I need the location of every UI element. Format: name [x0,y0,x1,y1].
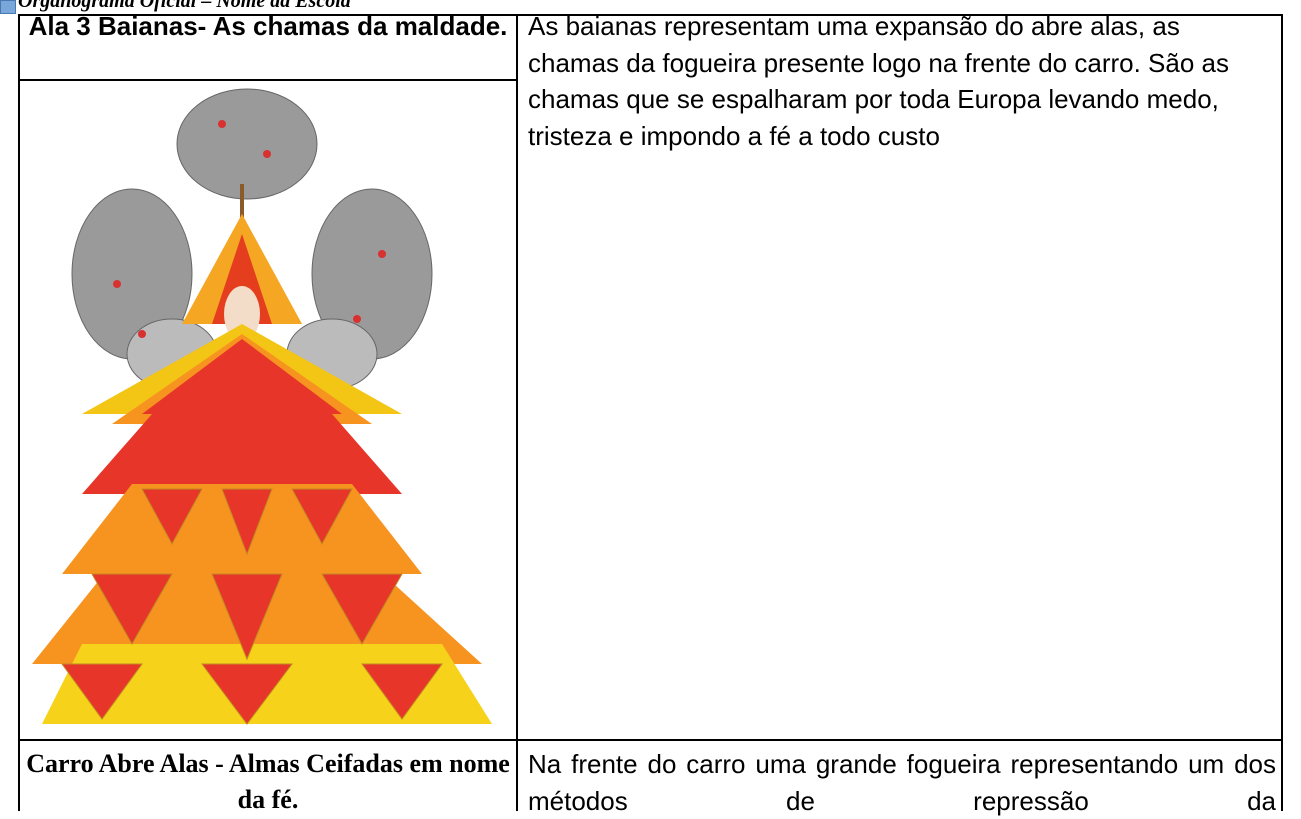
border [516,14,518,811]
costume-illustration [32,88,492,725]
cell-title: Carro Abre Alas - Almas Ceifadas em nome… [26,749,510,814]
border [1281,14,1283,811]
cell-text: As baianas representam uma expansão do a… [528,11,1229,151]
header-icon [0,0,16,14]
border [18,79,517,81]
header-title: Organograma Oficial – Nome da Escola [18,0,351,12]
border [18,14,20,811]
cell-title: Ala 3 Baianas- As chamas da maldade. [28,11,508,41]
border [18,14,1283,16]
border [18,739,1283,741]
cell-text: Na frente do carro uma grande fogueira r… [528,749,1276,816]
